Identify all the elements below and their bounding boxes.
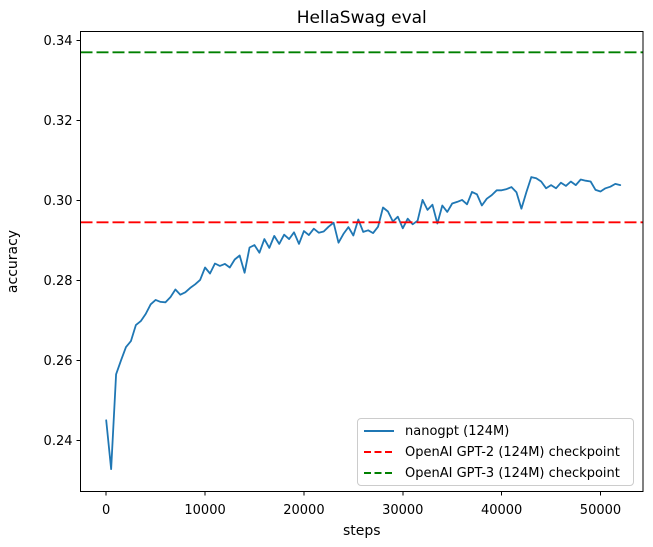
svg-text:0.24: 0.24 <box>44 434 73 449</box>
svg-text:0.32: 0.32 <box>44 114 73 129</box>
svg-text:0.26: 0.26 <box>44 354 73 369</box>
legend-item-nanogpt: nanogpt (124M) <box>364 421 633 442</box>
legend-dashed-line-icon <box>364 451 394 453</box>
legend-item-gpt2-checkpoint: OpenAI GPT-2 (124M) checkpoint <box>364 442 633 463</box>
legend-label-nanogpt: nanogpt (124M) <box>405 423 510 439</box>
y-axis-label: accuracy <box>5 230 21 293</box>
legend-solid-line-icon <box>364 430 394 432</box>
chart-title: HellaSwag eval <box>297 8 427 28</box>
svg-text:20000: 20000 <box>283 503 324 518</box>
x-axis-label: steps <box>343 523 381 539</box>
svg-text:0: 0 <box>102 503 110 518</box>
legend-item-gpt3-checkpoint: OpenAI GPT-3 (124M) checkpoint <box>364 463 633 484</box>
svg-text:50000: 50000 <box>580 503 621 518</box>
svg-text:0.28: 0.28 <box>44 274 73 289</box>
svg-text:0.34: 0.34 <box>44 34 73 49</box>
svg-text:10000: 10000 <box>184 503 225 518</box>
plot-render-layer: 0 10000 20000 30000 40000 50000 0.24 0.26 0.28 0.… <box>44 31 644 518</box>
legend-dashed-line-icon <box>364 472 394 474</box>
legend-label-gpt3-checkpoint: OpenAI GPT-3 (124M) checkpoint <box>405 465 620 481</box>
legend: nanogpt (124M) OpenAI GPT-2 (124M) check… <box>357 418 634 486</box>
legend-label-gpt2-checkpoint: OpenAI GPT-2 (124M) checkpoint <box>405 444 620 460</box>
svg-text:40000: 40000 <box>481 503 522 518</box>
svg-text:30000: 30000 <box>382 503 423 518</box>
svg-text:0.30: 0.30 <box>44 194 73 209</box>
